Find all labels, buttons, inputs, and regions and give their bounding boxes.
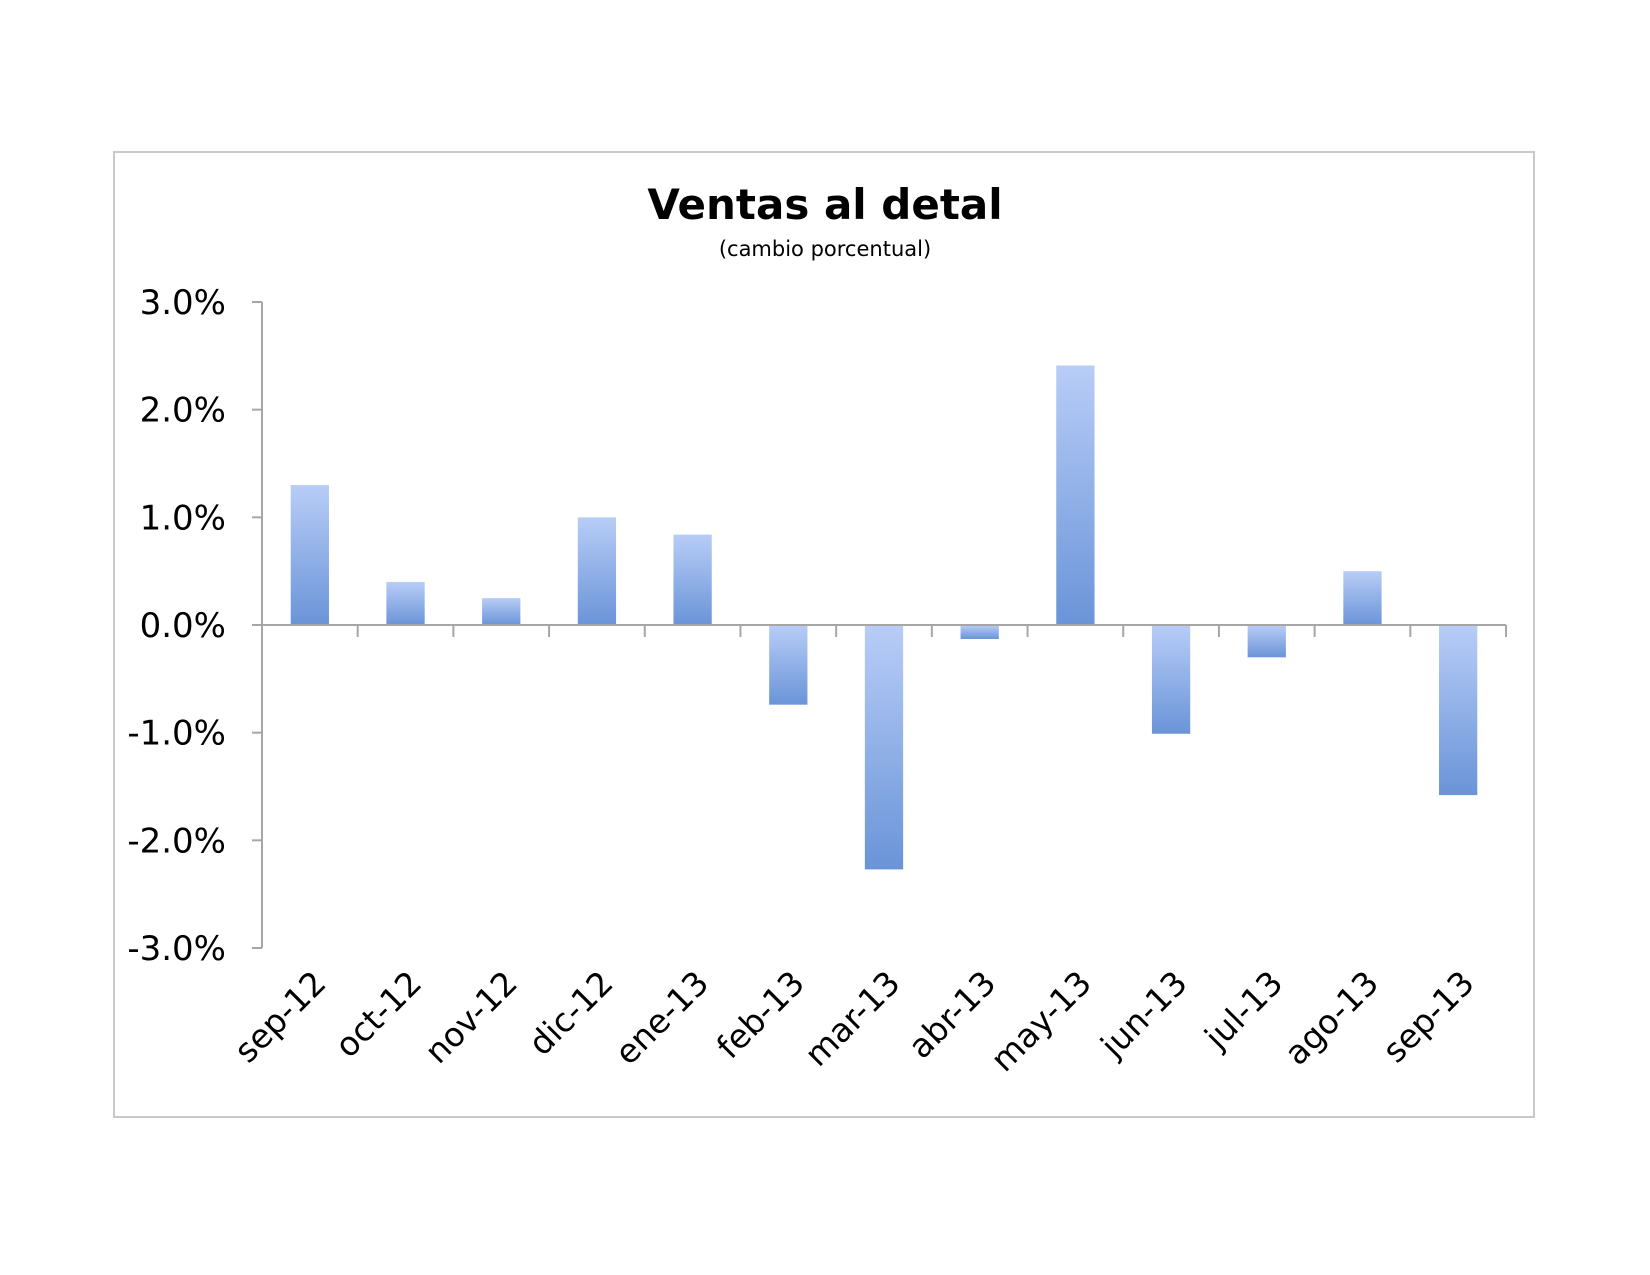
- bar-abr-13: [960, 625, 999, 639]
- x-category-label: ago-13: [1277, 963, 1387, 1073]
- x-category-label: nov-12: [417, 963, 525, 1071]
- y-tick-label: -2.0%: [127, 821, 226, 861]
- x-category-label: oct-12: [327, 963, 429, 1065]
- y-tick-label: 2.0%: [140, 391, 226, 431]
- y-tick-label: -1.0%: [127, 714, 226, 754]
- x-category-label: sep-13: [1375, 963, 1482, 1070]
- bar-oct-12: [386, 581, 425, 625]
- x-category-label: may-13: [983, 963, 1099, 1079]
- y-tick-label: 3.0%: [140, 283, 226, 323]
- bar-ene-13: [673, 534, 712, 625]
- bar-may-13: [1056, 365, 1095, 625]
- bar-nov-12: [482, 598, 521, 625]
- chart-frame: [113, 151, 1535, 1118]
- y-tick-label: -3.0%: [127, 929, 226, 969]
- x-category-label: ene-13: [607, 963, 716, 1072]
- bar-feb-13: [769, 625, 808, 705]
- y-tick-label: 1.0%: [140, 498, 226, 538]
- x-category-label: mar-13: [797, 963, 908, 1074]
- bar-sep-12: [290, 485, 329, 625]
- chart-subtitle: (cambio porcentual): [718, 237, 932, 261]
- bar-jul-13: [1247, 625, 1286, 658]
- bar-ago-13: [1343, 571, 1382, 625]
- x-category-label: jul-13: [1196, 963, 1290, 1057]
- bar-jun-13: [1151, 625, 1191, 734]
- x-category-label: jun-13: [1092, 963, 1194, 1065]
- y-axis: 3.0% 2.0% 1.0% 0.0% -1.0% -2.0% -3.0%: [127, 283, 263, 969]
- bar-mar-13: [864, 625, 904, 870]
- x-category-label: sep-12: [226, 963, 333, 1070]
- bar-sep-13: [1439, 625, 1478, 796]
- bars: [290, 365, 1478, 870]
- bar-dic-12: [577, 517, 617, 625]
- x-category-label: dic-12: [521, 963, 621, 1063]
- y-tick-label: 0.0%: [140, 606, 226, 646]
- chart-title: Ventas al detal: [647, 180, 1003, 229]
- x-category-label: feb-13: [709, 963, 812, 1066]
